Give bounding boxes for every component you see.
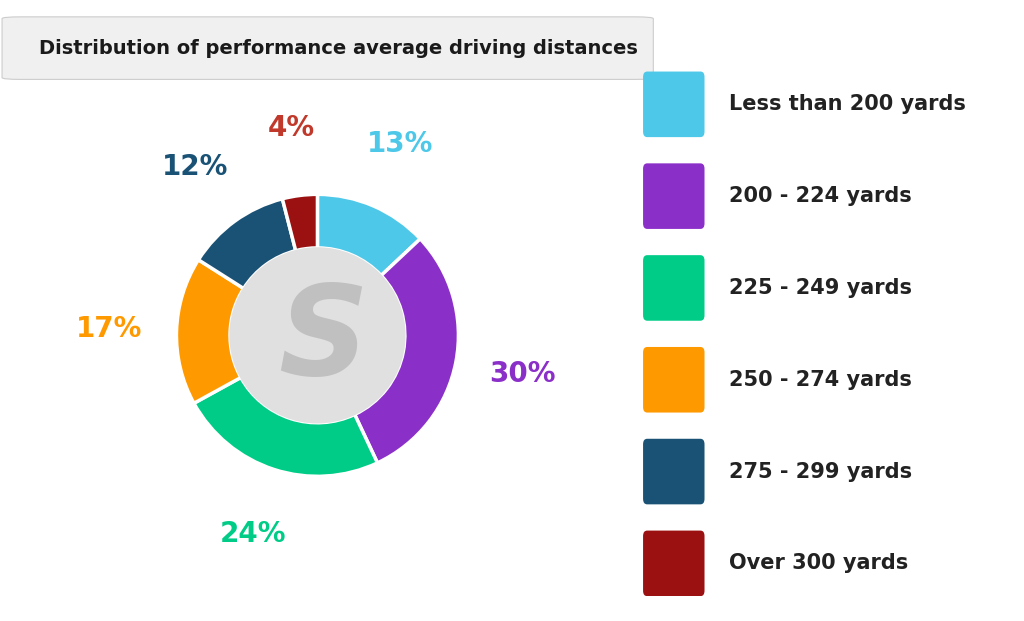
FancyBboxPatch shape [2, 17, 653, 79]
Circle shape [230, 248, 404, 423]
Wedge shape [199, 199, 296, 289]
Text: 13%: 13% [368, 130, 433, 158]
Text: 24%: 24% [220, 520, 287, 548]
Text: 12%: 12% [162, 153, 228, 181]
Wedge shape [354, 239, 459, 463]
FancyBboxPatch shape [643, 530, 705, 596]
Text: Less than 200 yards: Less than 200 yards [729, 94, 966, 114]
Text: Distribution of performance average driving distances: Distribution of performance average driv… [39, 39, 638, 58]
Text: S: S [279, 281, 368, 402]
FancyBboxPatch shape [643, 347, 705, 412]
Text: 4%: 4% [267, 114, 314, 142]
FancyBboxPatch shape [643, 439, 705, 504]
Wedge shape [194, 378, 378, 476]
Text: Over 300 yards: Over 300 yards [729, 553, 908, 573]
Text: 275 - 299 yards: 275 - 299 yards [729, 461, 912, 481]
Text: 200 - 224 yards: 200 - 224 yards [729, 186, 911, 206]
Text: 17%: 17% [76, 315, 142, 343]
Wedge shape [283, 194, 317, 251]
FancyBboxPatch shape [643, 71, 705, 137]
Wedge shape [176, 260, 244, 403]
Text: 30%: 30% [489, 360, 556, 389]
Wedge shape [317, 194, 420, 276]
FancyBboxPatch shape [643, 255, 705, 320]
FancyBboxPatch shape [643, 163, 705, 229]
Text: 250 - 274 yards: 250 - 274 yards [729, 369, 912, 390]
Text: 225 - 249 yards: 225 - 249 yards [729, 278, 912, 298]
